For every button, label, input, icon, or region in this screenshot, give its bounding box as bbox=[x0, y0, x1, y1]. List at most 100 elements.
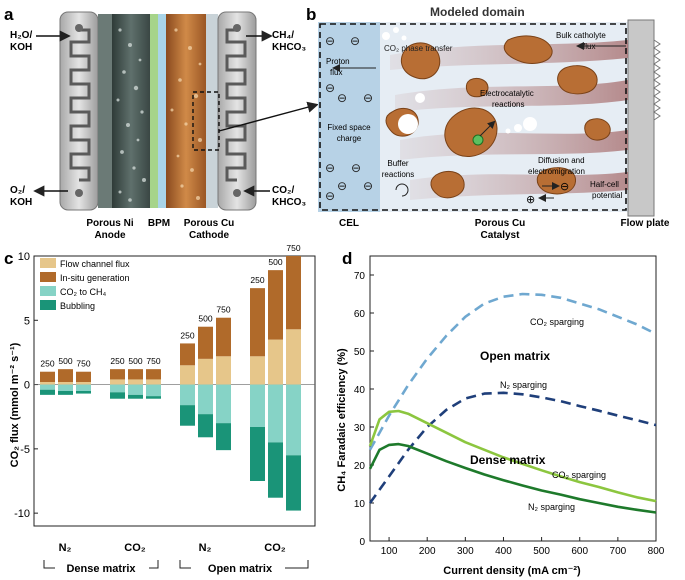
flow-plate bbox=[627, 19, 655, 217]
anode-serpentine-channel bbox=[69, 28, 91, 182]
fixed-charge-label-1: Fixed space bbox=[327, 123, 371, 132]
proton-flux-label-2: flux bbox=[330, 68, 342, 77]
bar-current-density-label: 500 bbox=[58, 356, 72, 366]
bar-co2-to-ch4 bbox=[110, 384, 125, 393]
panel-c: c CO₂ flux (mmol m⁻² s⁻¹) 10 5 0 -5 -10 250 5… bbox=[4, 243, 316, 575]
bar-co2-to-ch4 bbox=[250, 384, 265, 427]
bar-in-situ-generation bbox=[198, 326, 213, 359]
panel-d-ytick-label: 10 bbox=[354, 499, 366, 510]
bar-flow-channel-flux bbox=[58, 382, 73, 385]
bar-co2-to-ch4 bbox=[40, 384, 55, 390]
bar-flow-channel-flux bbox=[146, 379, 161, 385]
modeled-domain-box bbox=[319, 23, 627, 211]
panel-d-curves bbox=[368, 292, 657, 514]
panel-d-xtick-label: 500 bbox=[533, 546, 550, 557]
bar-bubbling bbox=[268, 442, 283, 498]
panel-c-axes-frame bbox=[33, 255, 316, 527]
bar-co2-to-ch4 bbox=[146, 384, 161, 397]
bar-co2-to-ch4 bbox=[268, 384, 283, 443]
bar-in-situ-generation bbox=[286, 256, 301, 330]
dense-matrix-label: Dense matrix bbox=[66, 563, 136, 575]
panel-c-bars: 250 500 750 250 500 750 250 500 750 250 500 750 bbox=[40, 243, 301, 511]
cation-icon: ⊕ bbox=[526, 194, 535, 206]
buffer-label-2: reactions bbox=[382, 170, 414, 179]
panel-a: a bbox=[4, 5, 319, 241]
open-matrix-label: Open matrix bbox=[208, 563, 273, 575]
bar-bubbling bbox=[180, 405, 195, 426]
bar-in-situ-generation bbox=[180, 343, 195, 366]
panel-d-xtick-label: 200 bbox=[419, 546, 436, 557]
open-co2-sparging-curve bbox=[368, 292, 657, 451]
cathode-label-line2: Cathode bbox=[189, 230, 229, 241]
proton-flux-label-1: Proton bbox=[326, 57, 350, 66]
panel-d-xtick-label: 700 bbox=[610, 546, 627, 557]
bar-current-density-label: 250 bbox=[110, 356, 124, 366]
panel-c-legend: Flow channel flux In-situ generation CO₂ t… bbox=[40, 258, 130, 311]
anode-outlet-port bbox=[75, 189, 83, 197]
svg-text:⊖: ⊖ bbox=[350, 34, 360, 48]
bar-co2-to-ch4 bbox=[128, 384, 143, 395]
bar-flow-channel-flux bbox=[128, 379, 143, 385]
bar-co2-to-ch4 bbox=[286, 384, 301, 456]
catalyst-label-2: Catalyst bbox=[481, 230, 521, 241]
bar-flow-channel-flux bbox=[286, 329, 301, 385]
electrocatalytic-label-2: reactions bbox=[492, 100, 524, 109]
legend-swatch bbox=[40, 300, 56, 310]
dense-matrix-annotation: Dense matrix bbox=[470, 453, 546, 467]
anion-icon: ⊖ bbox=[560, 181, 569, 193]
bar-bubbling bbox=[146, 396, 161, 399]
bar-in-situ-generation bbox=[76, 371, 91, 382]
group-label: CO₂ bbox=[124, 542, 146, 554]
fixed-charge-label-2: charge bbox=[337, 134, 362, 143]
open-matrix-label-bg bbox=[191, 561, 285, 575]
half-cell-label-2: potential bbox=[592, 191, 622, 200]
bar-flow-channel-flux bbox=[180, 365, 195, 385]
panel-d-ytick-label: 60 bbox=[354, 309, 366, 320]
dense-n2-sparging-curve bbox=[368, 442, 657, 514]
panel-d-ytick-label: 70 bbox=[354, 271, 366, 282]
bar-bubbling bbox=[58, 391, 73, 395]
group-label: N₂ bbox=[199, 542, 212, 554]
panel-d-xtick-label: 300 bbox=[457, 546, 474, 557]
anode-label-line1: Porous Ni bbox=[86, 218, 133, 229]
legend-label: In-situ generation bbox=[60, 273, 130, 283]
modeled-domain-title: Modeled domain bbox=[430, 5, 525, 19]
panel-c-ytick-label: -5 bbox=[20, 444, 30, 456]
panel-c-ylabel: CO₂ flux (mmol m⁻² s⁻¹) bbox=[9, 342, 21, 467]
diffusion-label-1: Diffusion and bbox=[538, 156, 585, 165]
bar-flow-channel-flux bbox=[268, 339, 283, 385]
bar-in-situ-generation bbox=[250, 288, 265, 357]
legend-label: Bubbling bbox=[60, 301, 95, 311]
bar-current-density-label: 750 bbox=[146, 356, 160, 366]
panel-d-ytick-label: 30 bbox=[354, 423, 366, 434]
buffer-cycle-icon bbox=[395, 183, 409, 197]
bar-flow-channel-flux bbox=[198, 358, 213, 385]
flow-plate-label: Flow plate bbox=[621, 218, 670, 229]
bar-co2-to-ch4 bbox=[216, 384, 231, 424]
o2-label: O₂/ bbox=[10, 185, 25, 196]
dense-co2-curve-label: CO₂ sparging bbox=[552, 470, 606, 480]
koh-label-bottom: KOH bbox=[10, 197, 32, 208]
panel-c-ytick-label: 10 bbox=[18, 251, 30, 263]
co2-bubbles bbox=[382, 27, 537, 134]
svg-text:⊖: ⊖ bbox=[363, 179, 373, 193]
bar-in-situ-generation bbox=[128, 369, 143, 380]
bar-bubbling bbox=[76, 391, 91, 394]
flow-plate-hatch bbox=[653, 39, 661, 121]
cathode-label-line1: Porous Cu bbox=[184, 218, 235, 229]
khco3-label-bottom: KHCO₃ bbox=[272, 197, 306, 208]
open-matrix-annotation: Open matrix bbox=[480, 349, 550, 363]
bulk-flux-label-1: Bulk catholyte bbox=[556, 31, 606, 40]
bar-bubbling bbox=[286, 455, 301, 511]
co2-label: CO₂/ bbox=[272, 185, 294, 196]
bar-co2-to-ch4 bbox=[180, 384, 195, 406]
ch4-label: CH₄/ bbox=[272, 30, 294, 41]
panel-d-xlabel: Current density (mA cm⁻²) bbox=[443, 565, 581, 577]
cathode-gdl bbox=[206, 14, 218, 208]
bar-flow-channel-flux bbox=[76, 382, 91, 385]
panel-b-letter: b bbox=[306, 5, 316, 24]
bar-bubbling bbox=[110, 392, 125, 399]
panel-d-axes: 100 200 300 400 500 600 700 800 0 10 20 30 40 50 60 70 bbox=[354, 271, 665, 557]
bar-in-situ-generation bbox=[216, 317, 231, 357]
bar-co2-to-ch4 bbox=[198, 384, 213, 415]
